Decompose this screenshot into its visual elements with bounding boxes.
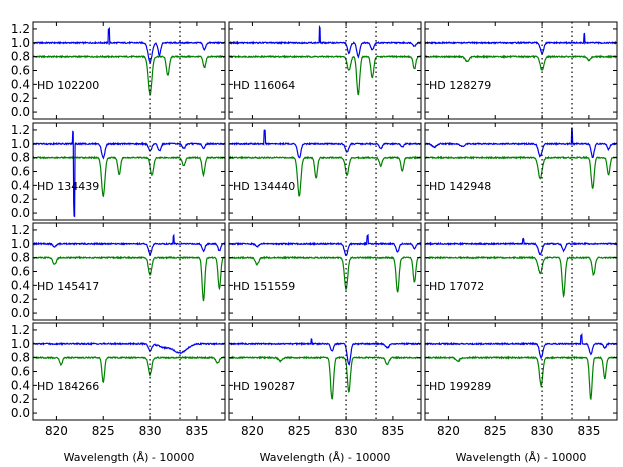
y-tick-label: 0.2: [11, 292, 30, 306]
y-tick-label: 0.0: [11, 406, 30, 420]
x-tick-label: 835: [185, 424, 208, 438]
y-tick-label: 0.4: [11, 378, 30, 392]
x-tick-label: 825: [484, 424, 507, 438]
blue-spectrum: [425, 237, 617, 256]
blue-spectrum: [33, 26, 225, 63]
y-tick-label: 0.0: [11, 306, 30, 320]
panel-frame: [32, 222, 226, 321]
y-tick-label: 0.0: [11, 206, 30, 220]
green-spectrum: [425, 355, 617, 401]
x-tick-label: 820: [241, 424, 264, 438]
y-tick-label: 1.2: [11, 123, 30, 137]
blue-spectrum: [229, 129, 421, 159]
x-tick-label: 835: [577, 424, 600, 438]
blue-spectrum: [425, 127, 617, 159]
green-spectrum: [33, 255, 225, 302]
x-tick-label: 830: [531, 424, 554, 438]
star-label: HD 184266: [37, 380, 99, 393]
panel-frame: [228, 322, 422, 421]
y-tick-label: 0.2: [11, 192, 30, 206]
y-tick-label: 1.0: [11, 237, 30, 251]
panel-frame: [424, 322, 618, 421]
star-label: HD 199289: [429, 380, 491, 393]
panel-frame: [424, 222, 618, 321]
y-tick-label: 1.2: [11, 323, 30, 337]
star-label: HD 142948: [429, 180, 491, 193]
x-tick-label: 825: [92, 424, 115, 438]
y-tick-label: 1.2: [11, 22, 30, 36]
y-tick-label: 0.6: [11, 265, 30, 279]
y-tick-label: 0.8: [11, 351, 30, 365]
y-tick-label: 0.2: [11, 91, 30, 105]
x-axis-label: Wavelength (Å) - 10000: [260, 451, 391, 464]
panel-frame: [32, 122, 226, 221]
blue-spectrum: [229, 338, 421, 366]
y-tick-label: 0.2: [11, 392, 30, 406]
y-tick-label: 0.6: [11, 165, 30, 179]
y-tick-label: 0.6: [11, 64, 30, 78]
star-label: HD 145417: [37, 280, 99, 293]
x-tick-label: 835: [381, 424, 404, 438]
y-tick-label: 1.0: [11, 137, 30, 151]
green-spectrum: [33, 355, 225, 384]
blue-spectrum: [229, 24, 421, 59]
green-spectrum: [425, 54, 617, 71]
y-tick-label: 0.4: [11, 278, 30, 292]
y-tick-label: 0.8: [11, 151, 30, 165]
star-label: HD 116064: [233, 79, 295, 92]
star-label: HD 134439: [37, 180, 99, 193]
panel-frame: [228, 222, 422, 321]
panel-frame: [228, 122, 422, 221]
y-tick-label: 0.4: [11, 178, 30, 192]
x-tick-label: 830: [139, 424, 162, 438]
blue-spectrum: [229, 233, 421, 257]
y-tick-label: 0.0: [11, 105, 30, 119]
green-spectrum: [425, 155, 617, 190]
panel-frame: [424, 21, 618, 120]
star-label: HD 134440: [233, 180, 295, 193]
blue-spectrum: [33, 341, 225, 354]
x-axis-label: Wavelength (Å) - 10000: [64, 451, 195, 464]
green-spectrum: [229, 54, 421, 96]
green-spectrum: [33, 155, 225, 198]
green-spectrum: [33, 54, 225, 96]
blue-spectrum: [33, 130, 225, 218]
blue-spectrum: [33, 233, 225, 256]
green-spectrum: [229, 255, 421, 293]
green-spectrum: [425, 255, 617, 299]
y-tick-label: 0.4: [11, 77, 30, 91]
star-label: HD 190287: [233, 380, 295, 393]
x-tick-label: 825: [288, 424, 311, 438]
green-spectrum: [229, 355, 421, 400]
blue-spectrum: [425, 332, 617, 360]
blue-spectrum: [425, 32, 617, 55]
star-label: HD 128279: [429, 79, 491, 92]
panel-frame: [32, 21, 226, 120]
green-spectrum: [229, 155, 421, 197]
y-tick-label: 1.0: [11, 36, 30, 50]
y-tick-label: 0.6: [11, 365, 30, 379]
star-label: HD 102200: [37, 79, 99, 92]
x-axis-label: Wavelength (Å) - 10000: [456, 451, 587, 464]
panel-frame: [424, 122, 618, 221]
y-tick-label: 1.0: [11, 337, 30, 351]
y-tick-label: 0.8: [11, 251, 30, 265]
star-label: HD 151559: [233, 280, 295, 293]
y-tick-label: 0.8: [11, 50, 30, 64]
star-label: HD 17072: [429, 280, 484, 293]
panel-frame: [32, 322, 226, 421]
x-tick-label: 830: [335, 424, 358, 438]
x-tick-label: 820: [437, 424, 460, 438]
x-tick-label: 820: [45, 424, 68, 438]
panel-frame: [228, 21, 422, 120]
y-tick-label: 1.2: [11, 223, 30, 237]
